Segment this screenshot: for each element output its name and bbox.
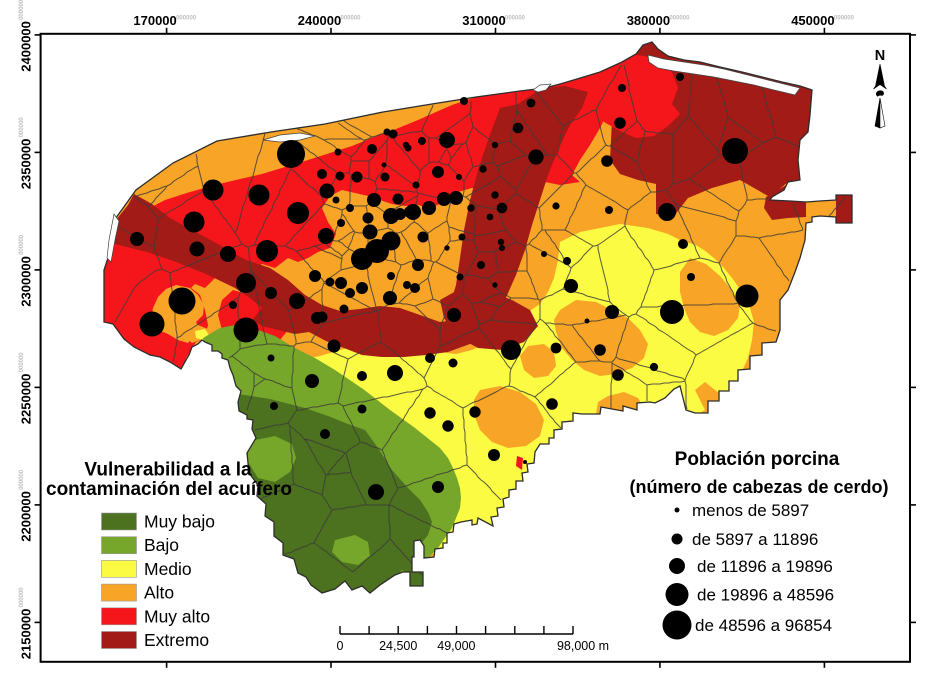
svg-text:240000: 240000	[298, 13, 341, 28]
svg-text:000000: 000000	[669, 16, 690, 22]
svg-text:380000: 380000	[627, 13, 670, 28]
svg-text:0: 0	[337, 639, 344, 653]
svg-text:000000: 000000	[19, 352, 25, 373]
svg-text:menos de 5897: menos de 5897	[692, 501, 809, 520]
svg-text:000000: 000000	[19, 0, 25, 20]
svg-text:24,500: 24,500	[379, 639, 417, 653]
svg-text:98,000 m: 98,000 m	[557, 639, 609, 653]
svg-text:000000: 000000	[505, 16, 526, 22]
svg-text:Muy bajo: Muy bajo	[144, 512, 215, 532]
svg-text:310000: 310000	[462, 13, 505, 28]
svg-text:Alto: Alto	[144, 583, 174, 603]
svg-text:49,000: 49,000	[437, 639, 475, 653]
svg-text:Población porcina: Población porcina	[675, 449, 840, 470]
svg-text:2200000: 2200000	[19, 491, 34, 542]
svg-text:de 5897 a 11896: de 5897 a 11896	[692, 530, 818, 549]
svg-text:2250000: 2250000	[19, 374, 34, 425]
svg-text:Extremo: Extremo	[144, 630, 209, 650]
svg-text:2400000: 2400000	[19, 21, 34, 72]
svg-text:000000: 000000	[176, 16, 197, 22]
svg-text:N: N	[875, 48, 885, 64]
svg-text:de 11896 a 19896: de 11896 a 19896	[697, 557, 833, 576]
svg-text:170000: 170000	[133, 13, 176, 28]
svg-text:2300000: 2300000	[19, 256, 34, 307]
svg-text:000000: 000000	[19, 469, 25, 490]
svg-text:(número de cabezas de cerdo): (número de cabezas de cerdo)	[629, 477, 888, 497]
svg-text:000000: 000000	[341, 16, 362, 22]
svg-text:Muy alto: Muy alto	[144, 606, 210, 626]
svg-text:de 19896 a 48596: de 19896 a 48596	[697, 586, 834, 605]
svg-text:Vulnerabilidad a la: Vulnerabilidad a la	[84, 460, 252, 481]
svg-text:000000: 000000	[834, 16, 855, 22]
svg-text:000000: 000000	[19, 117, 25, 138]
svg-text:contaminación del acuífero: contaminación del acuífero	[46, 479, 292, 500]
svg-text:450000: 450000	[791, 13, 834, 28]
svg-text:2150000: 2150000	[19, 609, 34, 660]
svg-text:Bajo: Bajo	[144, 535, 179, 555]
svg-text:Medio: Medio	[144, 559, 192, 579]
svg-text:de 48596 a 96854: de 48596 a 96854	[695, 616, 832, 635]
svg-text:000000: 000000	[19, 234, 25, 255]
svg-text:000000: 000000	[19, 587, 25, 608]
svg-text:2350000: 2350000	[19, 139, 34, 190]
